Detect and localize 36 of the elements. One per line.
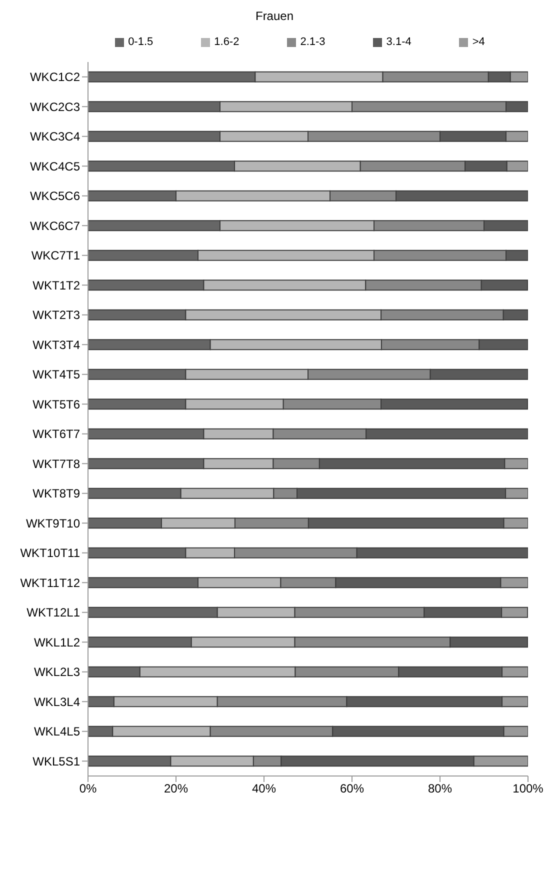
legend-label: 0-1.5 <box>128 36 154 48</box>
y-tick-label: WKL4L5 <box>34 724 80 739</box>
y-tick-label: WKT5T6 <box>32 397 80 412</box>
legend-label: 2.1-3 <box>300 36 326 48</box>
y-tick-label: WKL3L4 <box>34 694 80 709</box>
x-tick-label: 40% <box>252 782 276 796</box>
y-tick-label: WKT7T8 <box>32 456 80 471</box>
y-tick-label: WKT10T11 <box>20 546 80 560</box>
x-tick-label: 100% <box>512 782 544 796</box>
y-tick-label: WKC7T1 <box>31 248 80 263</box>
y-tick-label: WKC1C2 <box>30 70 80 84</box>
legend-label: >4 <box>472 36 485 48</box>
y-tick-label: WKT8T9 <box>32 486 80 501</box>
y-tick-label: WKC4C5 <box>30 159 80 174</box>
x-tick-label: 20% <box>164 782 188 796</box>
legend-label: 3.1-4 <box>386 36 412 48</box>
y-tick-label: WKT2T3 <box>32 308 80 322</box>
y-tick-label: WKC2C3 <box>30 100 80 114</box>
y-tick-label: WKT6T7 <box>32 427 80 442</box>
x-tick-label: 80% <box>428 782 452 796</box>
y-tick-label: WKT1T2 <box>32 278 80 292</box>
y-tick-label: WKC6C7 <box>30 218 80 233</box>
x-tick-label: 0% <box>79 782 97 796</box>
y-tick-label: WKC3C4 <box>30 130 80 144</box>
y-tick-label: WKT11T12 <box>20 576 80 590</box>
y-tick-label: WKL5S1 <box>32 754 80 768</box>
chart-title: Frauen <box>254 9 295 23</box>
y-tick-label: WKT4T5 <box>32 368 80 382</box>
y-tick-label: WKL1L2 <box>34 635 80 650</box>
y-tick-label: WKL2L3 <box>34 665 80 680</box>
x-tick-label: 60% <box>340 782 364 796</box>
legend-label: 1.6-2 <box>214 36 240 48</box>
y-tick-label: WKC5C6 <box>30 189 80 204</box>
y-tick-label: WKT3T4 <box>32 338 80 352</box>
y-tick-label: WKT12L1 <box>26 606 80 620</box>
y-tick-label: WKT9T10 <box>26 516 80 530</box>
